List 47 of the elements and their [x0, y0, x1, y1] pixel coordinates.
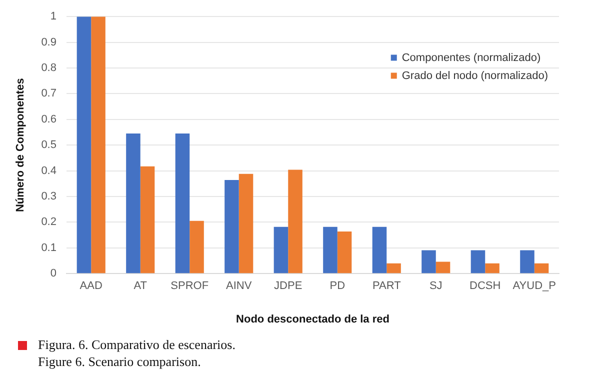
y-tick-label: 0.5 [41, 139, 56, 152]
bar [534, 263, 549, 274]
x-tick-label: SJ [429, 280, 442, 292]
legend-label: Grado del nodo (normalizado) [402, 70, 548, 82]
x-tick-label: PART [372, 280, 402, 292]
bar [76, 16, 92, 274]
bar [470, 250, 486, 274]
x-tick-label: SPROF [170, 280, 209, 292]
bar [323, 226, 338, 274]
text: Figura. 6. Comparativo de escenarios. [38, 336, 236, 353]
bar [386, 263, 401, 274]
bar [91, 16, 106, 274]
bar [224, 180, 239, 274]
y-tick-label: 0.9 [41, 36, 56, 48]
bar [372, 226, 387, 274]
y-tick-label: 0.6 [41, 113, 56, 126]
bar [238, 174, 254, 274]
bar [274, 226, 288, 274]
y-tick-label: 0.8 [41, 62, 56, 74]
bar [485, 263, 500, 274]
bar [190, 220, 204, 274]
y-tick-label: 0.7 [41, 88, 56, 100]
bar [175, 134, 190, 274]
x-axis-title: Nodo desconectado de la red [236, 313, 390, 326]
x-tick-label: AINV [226, 280, 252, 292]
x-tick-label: AYUD_P [512, 280, 556, 292]
x-tick-label: DCSH [470, 280, 501, 292]
x-tick-label: PD [330, 280, 346, 292]
caption: Figure 6. Scenario comparison. [38, 353, 202, 370]
y-tick-label: 0.2 [41, 216, 56, 228]
y-tick-label: 0 [50, 268, 56, 280]
bar [436, 262, 450, 274]
x-tick-label: AT [134, 280, 148, 292]
bar [520, 250, 534, 274]
y-axis-title: Número de Componentes [14, 78, 27, 212]
y-tick-label: 0.1 [41, 242, 56, 254]
bar [422, 250, 436, 274]
legend-label: Componentes (normalizado) [402, 52, 541, 64]
x-tick-label: AAD [80, 280, 102, 292]
y-tick-label: 0.4 [41, 164, 56, 177]
bar [337, 231, 352, 274]
x-tick-label: JDPE [274, 280, 302, 292]
y-tick-label: 0.3 [41, 190, 56, 203]
y-tick-label: 1 [50, 10, 56, 23]
bar [288, 170, 302, 274]
bar [140, 166, 155, 274]
bar [126, 134, 140, 274]
